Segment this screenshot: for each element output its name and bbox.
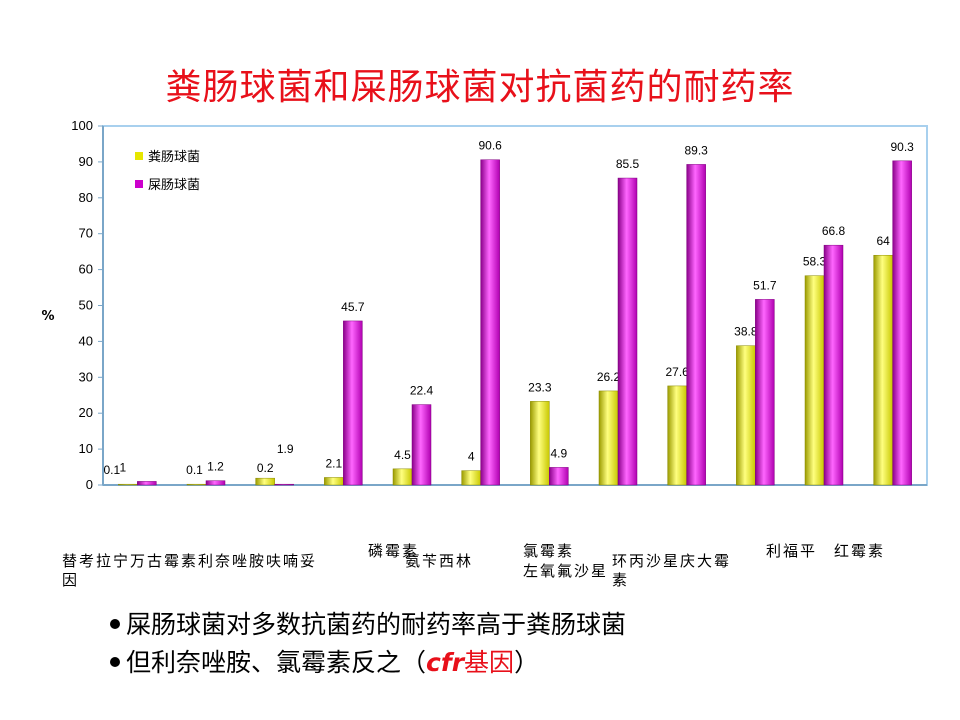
bullet-dot-icon [110,618,120,629]
bar-faecalis [530,401,550,486]
bar-faecalis [255,477,275,486]
bullet-2-close: ） [514,648,540,677]
data-label: 1.9 [277,442,294,456]
data-label: 0.2 [257,461,274,475]
data-label: 89.3 [684,143,708,157]
x-tick-label: 氨苄西林 [405,552,473,570]
x-tick-label: 素 [612,571,629,589]
y-tick-label: 80 [79,190,93,205]
bar-faecium [343,320,363,486]
data-label: 0.1 [186,463,203,477]
data-label: 90.6 [478,139,502,153]
data-label: 51.7 [753,278,777,292]
legend-swatch [135,180,143,188]
bullet-list: 屎肠球菌对多数抗菌药的耐药率高于粪肠球菌 但利奈唑胺、氯霉素反之（cfr基因） [110,606,626,682]
data-label: 66.8 [822,224,846,238]
bullet-1-text: 屎肠球菌对多数抗菌药的耐药率高于粪肠球菌 [126,610,627,639]
bar-faecium [549,467,569,486]
bullet-1: 屎肠球菌对多数抗菌药的耐药率高于粪肠球菌 [110,606,626,644]
x-tick-label: 磷霉素 [368,542,419,560]
data-label: 64 [876,234,890,248]
page-title: 粪肠球菌和屎肠球菌对抗菌药的耐药率 [165,67,795,108]
y-tick-label: 50 [79,298,93,313]
bar-faecalis [873,254,893,486]
bullet-2-text: 但利奈唑胺、氯霉素反之（ [126,648,427,677]
bar-faecium [137,481,157,486]
data-label: 58.3 [803,255,827,269]
bar-faecalis [186,483,207,486]
data-label: 1.2 [207,460,224,474]
bullet-2: 但利奈唑胺、氯霉素反之（cfr基因） [110,644,626,682]
data-label: 22.4 [410,384,434,398]
x-tick-label: 环丙沙星庆大霉 [612,552,731,570]
data-label: 45.7 [341,300,365,314]
y-tick-label: 100 [71,118,93,133]
bar-faecium [480,159,500,486]
legend-label: 粪肠球菌 [148,150,200,165]
bar-faecalis [804,275,825,486]
data-label: 4 [468,450,475,464]
y-tick-label: 70 [79,226,93,241]
x-tick-label: 因 [62,571,79,589]
data-label: 23.3 [528,380,552,394]
data-label: 4.5 [394,448,411,462]
bullet-dot-icon [110,656,120,667]
x-tick-label: 利福平 [766,542,817,560]
data-label: 2.1 [325,456,342,470]
x-tick-label: 红霉素 [834,542,885,560]
bar-faecalis [736,345,756,486]
data-label: 26.2 [597,370,621,384]
y-tick-label: 40 [79,333,93,348]
y-tick-label: 30 [79,369,93,384]
bar-faecalis [324,477,344,486]
legend-label: 屎肠球菌 [148,178,200,193]
data-label: 85.5 [616,157,640,171]
bar-faecalis [392,468,413,486]
bar-faecium [411,404,432,486]
y-tick-label: 90 [79,154,93,169]
bullet-2-gene-suffix: 基因 [464,648,515,677]
x-tick-label: 左氧氟沙星 [523,562,608,580]
y-tick-label: 10 [79,441,93,456]
x-tick-label: 氯霉素 [523,542,574,560]
data-label: 90.3 [890,140,914,154]
bar-faecium [617,177,638,486]
bar-faecalis [118,483,138,486]
data-label: 1 [119,460,126,474]
data-label: 27.6 [665,365,689,379]
bar-faecium [274,483,294,486]
bullet-2-gene: cfr [426,648,465,677]
bar-faecium [823,244,844,486]
bar-faecium [686,164,706,486]
bar-faecium [755,299,775,486]
plot-frame [102,125,928,486]
bar-faecalis [461,470,481,486]
y-tick-label: 60 [79,262,93,277]
y-axis-label: % [41,309,54,324]
data-label: 38.8 [734,325,758,339]
y-tick-label: 0 [86,477,93,492]
data-label: 4.9 [550,446,567,460]
data-label: 0.1 [103,463,120,477]
bar-faecalis [598,390,619,486]
y-tick-label: 20 [79,405,93,420]
bar-faecium [205,480,226,486]
legend-swatch [135,152,143,160]
bar-faecalis [667,385,687,486]
x-tick-label: 替考拉宁万古霉素利奈唑胺呋喃妥 [62,552,317,570]
bar-faecium [892,160,912,486]
